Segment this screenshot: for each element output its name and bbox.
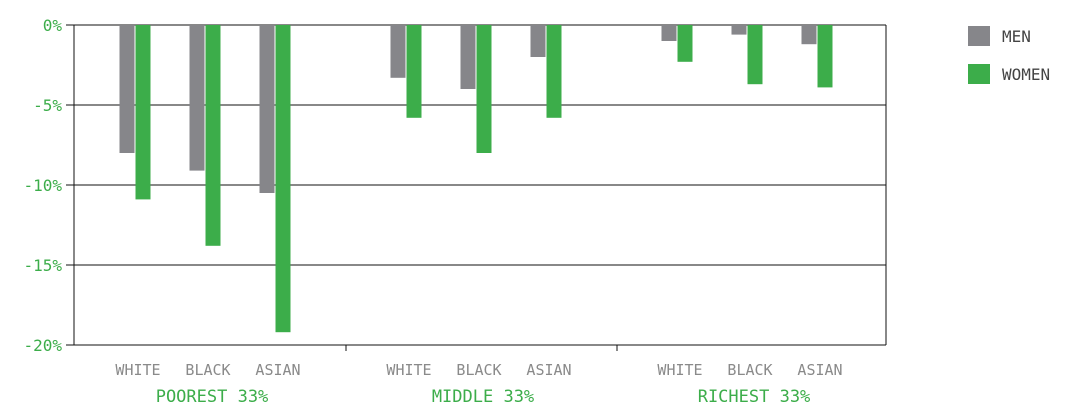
axis-labels: 0% -5% -10% -15% -20% WHITE BLACK ASIAN POOREST … xyxy=(23,16,842,407)
x-category-label: WHITE xyxy=(657,361,702,379)
y-tick-label: -15% xyxy=(23,256,62,275)
men-bar xyxy=(460,25,476,89)
x-category-label: BLACK xyxy=(185,361,230,379)
men-bar xyxy=(731,25,747,35)
women-bar xyxy=(476,25,492,153)
x-category-label: BLACK xyxy=(727,361,772,379)
legend-women-label: WOMEN xyxy=(1002,65,1050,84)
y-tick-label: -5% xyxy=(33,96,62,115)
women-bar xyxy=(747,25,763,85)
x-group-label: MIDDLE 33% xyxy=(432,387,534,403)
men-bar xyxy=(530,25,546,57)
x-category-label: ASIAN xyxy=(797,361,842,379)
women-bar xyxy=(275,25,291,333)
women-bar xyxy=(817,25,833,88)
women-bar xyxy=(406,25,422,118)
men-bar xyxy=(390,25,406,78)
y-tick-label: 0% xyxy=(43,16,63,35)
y-tick-label: -20% xyxy=(23,336,62,355)
women-bar xyxy=(205,25,221,246)
x-category-label: ASIAN xyxy=(526,361,571,379)
men-bar xyxy=(259,25,275,193)
legend-men-swatch xyxy=(968,26,990,46)
men-bar xyxy=(661,25,677,41)
x-group-label: RICHEST 33% xyxy=(698,387,811,403)
legend-men-label: MEN xyxy=(1002,27,1031,46)
x-category-label: ASIAN xyxy=(255,361,300,379)
women-bar xyxy=(677,25,693,62)
men-bar xyxy=(801,25,817,45)
legend-women-swatch xyxy=(968,64,990,84)
women-bar xyxy=(135,25,151,200)
bars xyxy=(119,25,833,333)
x-group-label: POOREST 33% xyxy=(156,387,269,403)
y-tick-label: -10% xyxy=(23,176,62,195)
x-category-label: WHITE xyxy=(115,361,160,379)
axes xyxy=(66,24,887,351)
x-category-label: WHITE xyxy=(386,361,431,379)
x-category-label: BLACK xyxy=(456,361,501,379)
women-bar xyxy=(546,25,562,118)
men-bar xyxy=(119,25,135,153)
men-bar xyxy=(189,25,205,171)
legend: MEN WOMEN xyxy=(968,26,1050,84)
